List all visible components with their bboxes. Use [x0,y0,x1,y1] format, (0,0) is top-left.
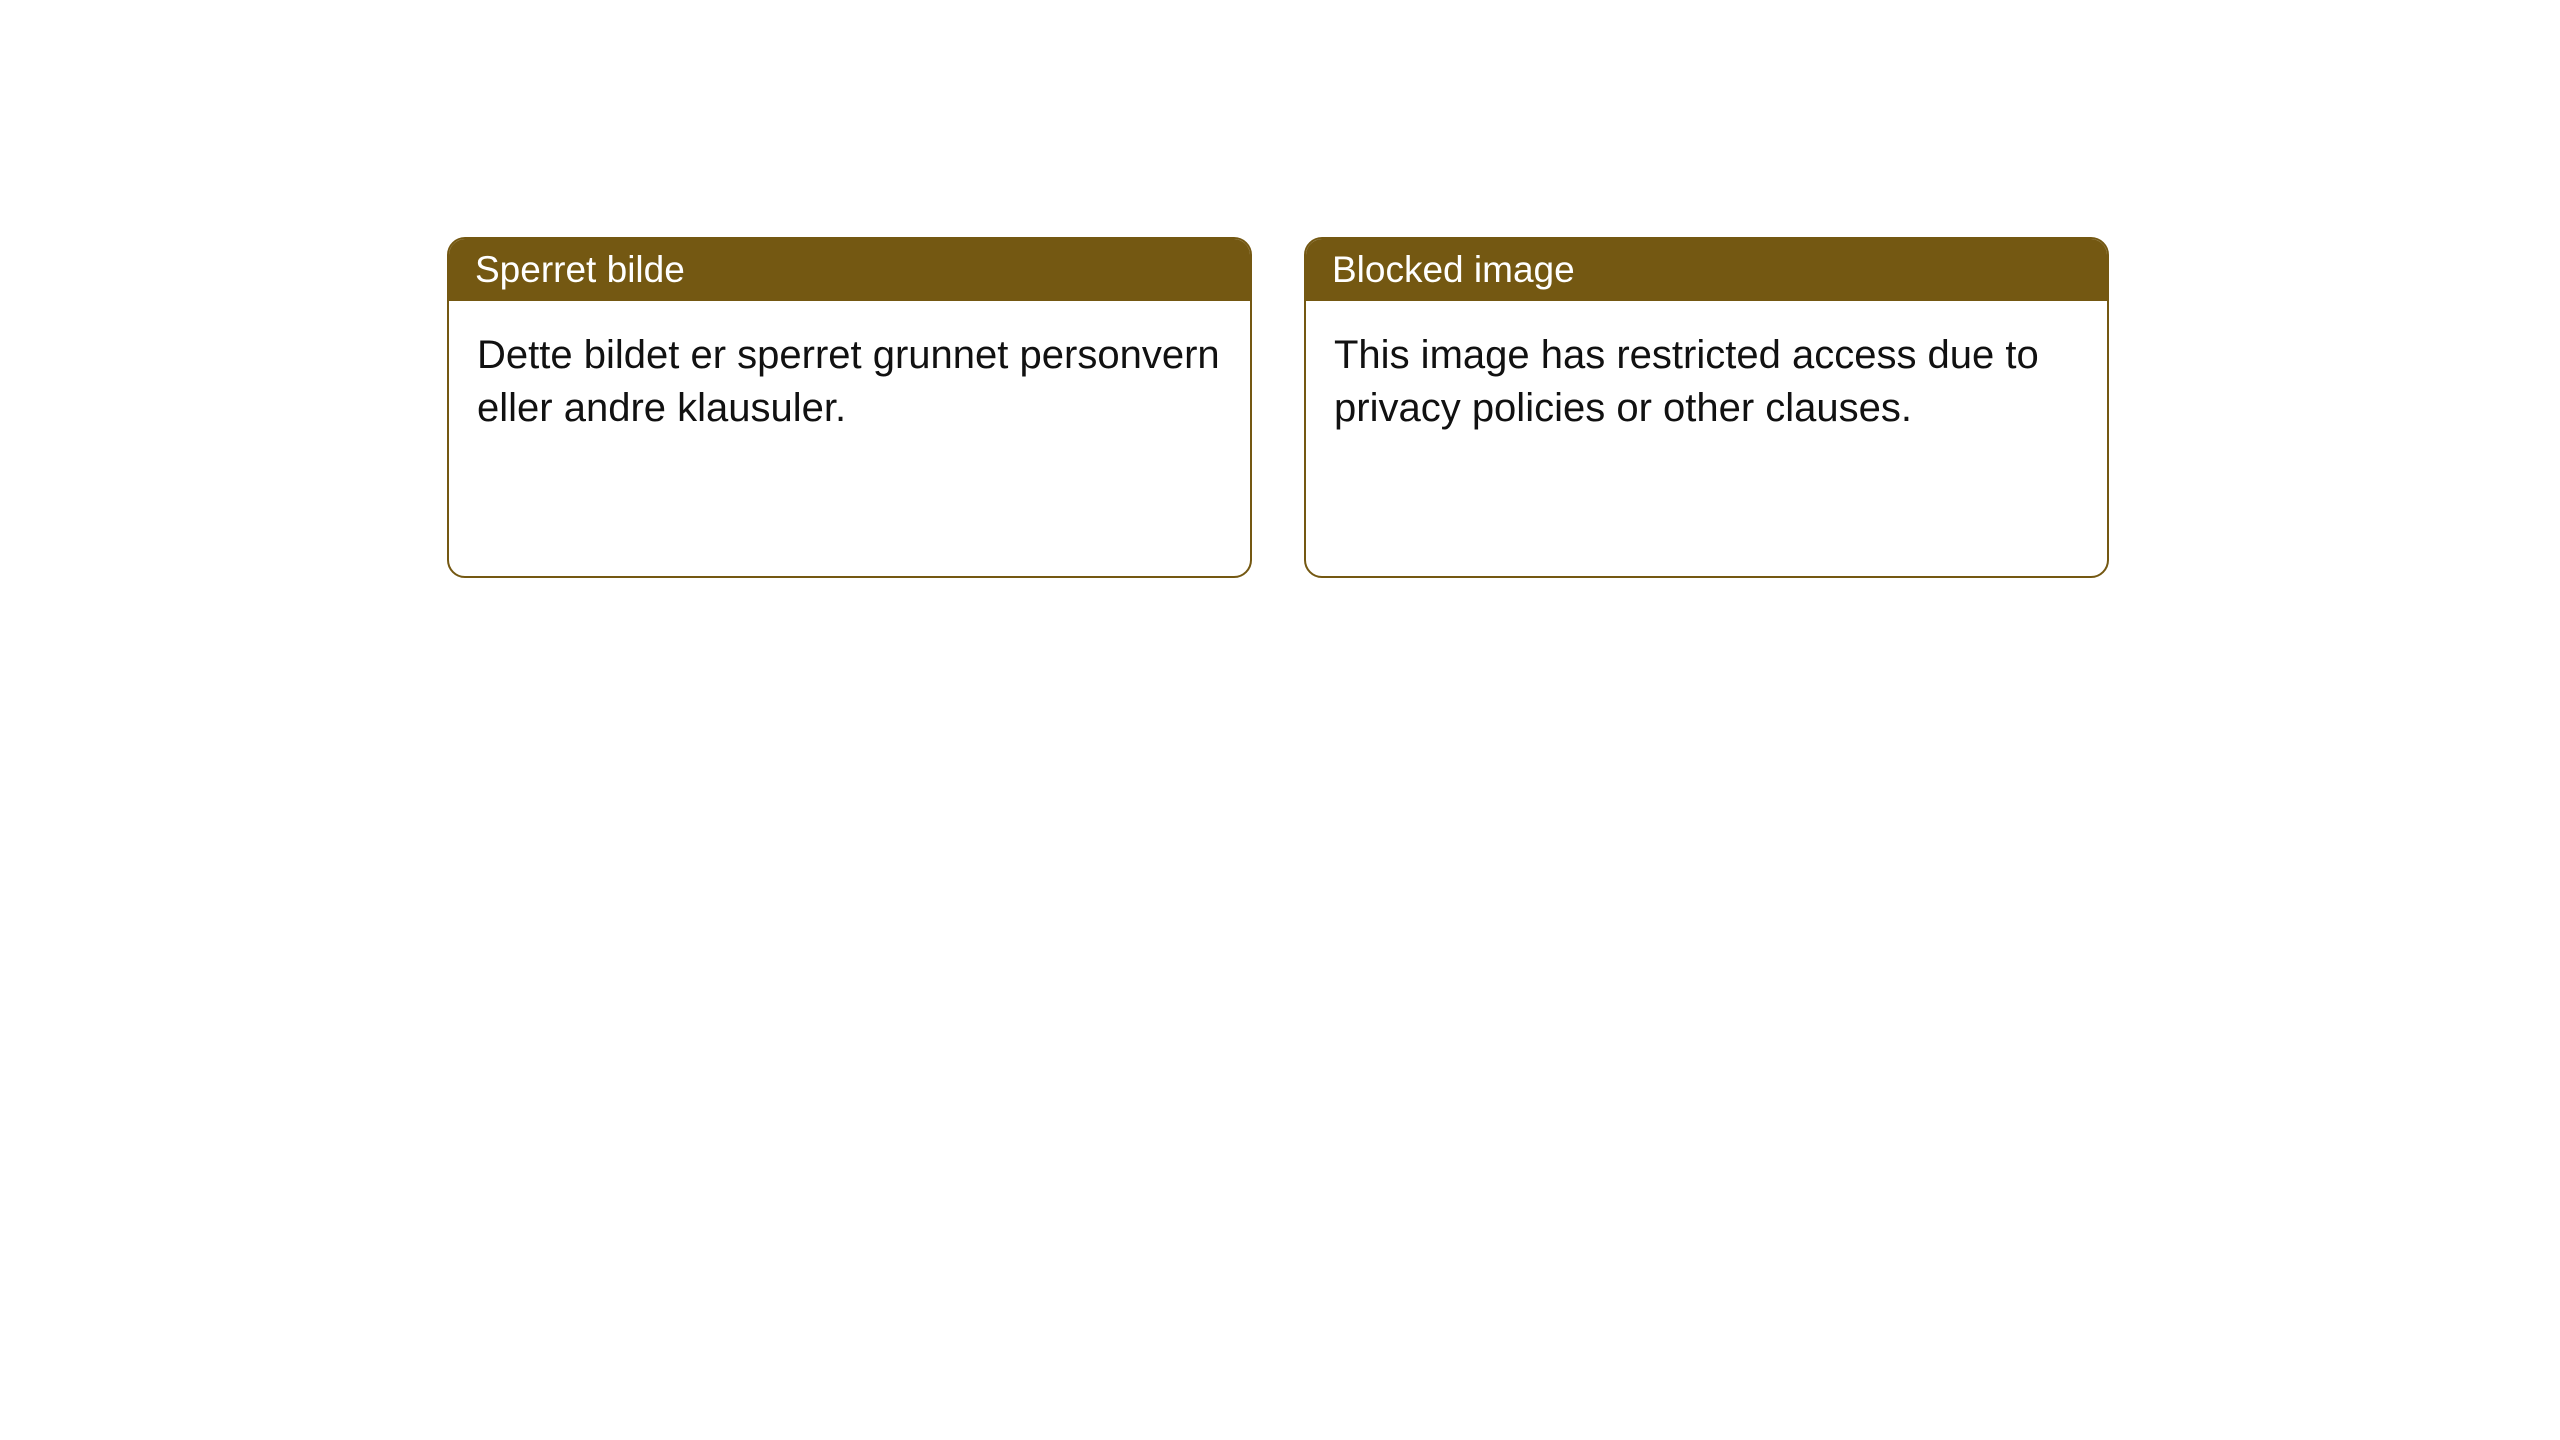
blocked-image-notices: Sperret bilde Dette bildet er sperret gr… [447,237,2109,578]
blocked-image-box-text: Dette bildet er sperret grunnet personve… [449,301,1250,463]
blocked-image-box-english: Blocked image This image has restricted … [1304,237,2109,578]
blocked-image-box-norwegian: Sperret bilde Dette bildet er sperret gr… [447,237,1252,578]
blocked-image-box-title: Blocked image [1306,239,2107,301]
blocked-image-box-title: Sperret bilde [449,239,1250,301]
blocked-image-box-text: This image has restricted access due to … [1306,301,2107,463]
